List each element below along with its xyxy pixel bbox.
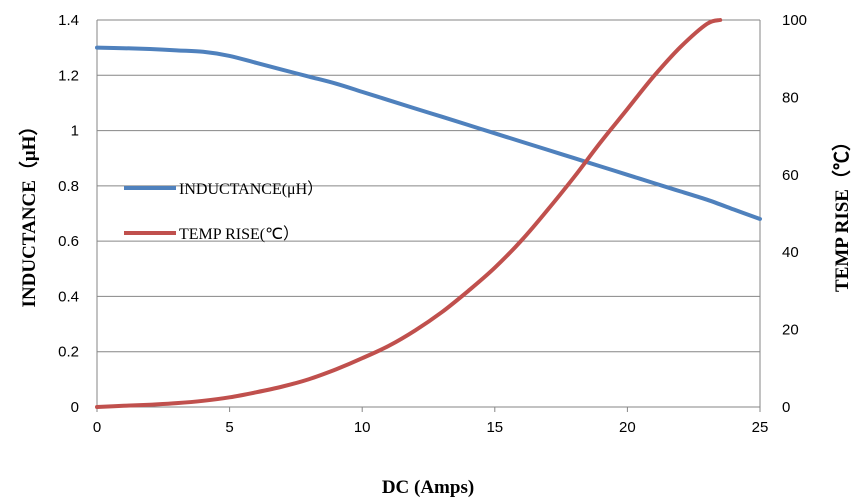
x-tick-label-15: 15 xyxy=(486,419,503,436)
series-lines xyxy=(95,18,762,409)
legend: INDUCTANCE(μH） TEMP RISE(℃） xyxy=(124,180,323,243)
left-tick-label-0.6: 0.6 xyxy=(58,233,79,250)
right-tick-label-80: 80 xyxy=(782,89,799,106)
left-tick-label-0: 0 xyxy=(71,399,79,416)
legend-label-temp-rise: TEMP RISE(℃） xyxy=(179,225,299,243)
left-tick-label-1: 1 xyxy=(71,123,79,140)
left-tick-label-0.2: 0.2 xyxy=(58,344,79,361)
right-axis-title: TEMP RISE（℃） xyxy=(830,132,853,292)
left-tick-label-1.4: 1.4 xyxy=(58,12,79,29)
x-tick-label-0: 0 xyxy=(93,419,101,436)
x-tick-label-10: 10 xyxy=(354,419,371,436)
right-tick-label-60: 60 xyxy=(782,167,799,184)
right-tick-label-40: 40 xyxy=(782,244,799,261)
tick-labels: 0 0.2 0.4 0.6 0.8 1 1.2 1.4 0 20 40 60 80 100 0 5 10 15 20… xyxy=(58,12,807,436)
axes xyxy=(96,20,761,412)
series-line-temp-rise xyxy=(95,18,723,409)
legend-item-temp-rise: TEMP RISE(℃） xyxy=(124,225,299,243)
left-tick-label-1.2: 1.2 xyxy=(58,67,79,84)
x-tick-label-5: 5 xyxy=(225,419,233,436)
right-tick-label-100: 100 xyxy=(782,12,807,29)
legend-item-inductance: INDUCTANCE(μH） xyxy=(124,180,323,198)
left-tick-label-0.4: 0.4 xyxy=(58,288,79,305)
left-tick-label-0.8: 0.8 xyxy=(58,178,79,195)
x-tick-label-20: 20 xyxy=(619,419,636,436)
x-tick-label-25: 25 xyxy=(752,419,769,436)
legend-label-inductance: INDUCTANCE(μH） xyxy=(179,180,323,198)
x-axis-title: DC (Amps) xyxy=(382,477,474,498)
series-line-inductance xyxy=(95,45,762,221)
right-tick-label-0: 0 xyxy=(782,399,790,416)
left-axis-title: INDUCTANCE（μH） xyxy=(17,117,40,308)
right-tick-label-20: 20 xyxy=(782,322,799,339)
gridlines xyxy=(97,19,760,353)
